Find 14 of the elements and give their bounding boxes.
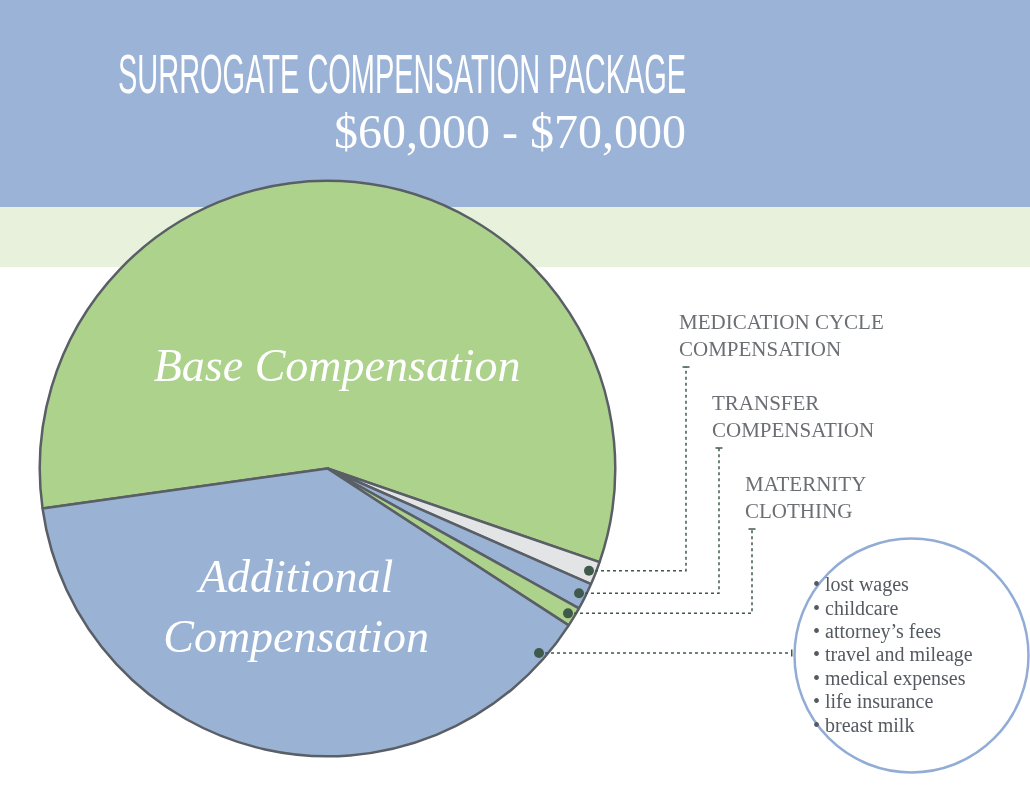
chart-subtitle: $60,000 - $70,000 [334, 104, 686, 160]
slice-label: MATERNITY CLOTHING [745, 471, 867, 523]
text: • medical expenses [813, 666, 967, 691]
slice-label: Additional Compensation [163, 551, 429, 663]
text: • childcare [813, 596, 900, 620]
slice-label: TRANSFER COMPENSATION [712, 390, 875, 442]
text: • lost wages [813, 573, 910, 597]
chart-title: SURROGATE COMPENSATION PACKAGE [118, 42, 687, 105]
slice-label: MEDICATION CYCLE COMPENSATION [679, 309, 884, 361]
text: • attorney’s fees [813, 619, 943, 644]
text: • travel and mileage [813, 643, 973, 667]
text: • breast milk [813, 713, 916, 737]
text: • life insurance [813, 690, 935, 714]
slice-label: Base Compensation [153, 339, 521, 391]
